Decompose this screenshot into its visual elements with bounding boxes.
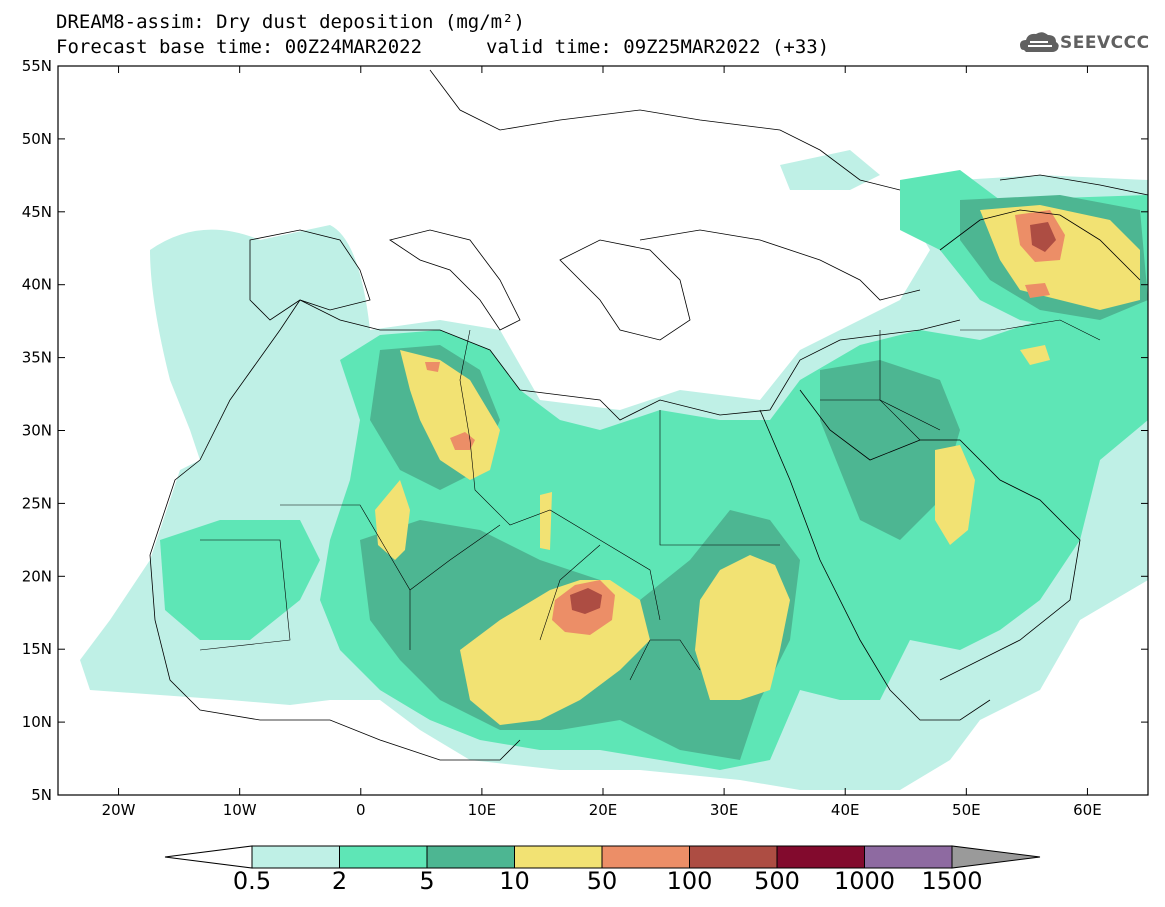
coastlines-borders: [149, 69, 1148, 761]
lon-tick-label: 60E: [1073, 801, 1102, 819]
colorbar-label: 1000: [833, 867, 896, 895]
lon-tick-label: 40E: [831, 801, 860, 819]
map-title: DREAM8-assim: Dry dust deposition (mg/m²…: [56, 11, 525, 33]
lat-tick-label: 50N: [22, 130, 52, 148]
lat-tick-label: 10N: [22, 713, 52, 731]
colorbar-segment: [514, 845, 603, 869]
lat-tick-labels: 55N 50N 45N 40N 35N 30N 25N 20N 15N 10N 5N: [22, 57, 52, 804]
colorbar-label: 100: [666, 867, 713, 895]
colorbar-label: 5: [419, 867, 435, 895]
lat-tick-label: 25N: [22, 494, 52, 512]
colorbar-segment: [251, 845, 340, 869]
colorbar-label: 1500: [921, 867, 983, 895]
seevccc-cloud-icon: [1020, 32, 1059, 52]
lat-tick-label: 55N: [22, 57, 52, 75]
lat-tick-label: 40N: [22, 276, 52, 294]
colorbar-under-arrow: [164, 845, 253, 869]
colorbar-segment: [776, 845, 865, 869]
lon-tick-label: 10E: [468, 801, 497, 819]
lon-tick-label: 20E: [589, 801, 618, 819]
colorbar: [164, 845, 1041, 869]
seevccc-logo-text: SEEVCCC: [1060, 33, 1150, 53]
colorbar-label: 50: [586, 867, 618, 895]
colorbar-segment: [339, 845, 428, 869]
lon-tick-labels: 20W 10W 0 10E 20E 30E 40E 50E 60E: [102, 801, 1102, 819]
deposition-field: [80, 150, 1148, 790]
axis-ticks: [58, 65, 1148, 796]
colorbar-segment: [601, 845, 690, 869]
valid-time: valid time: 09Z25MAR2022 (+33): [486, 36, 830, 58]
colorbar-segment: [426, 845, 515, 869]
lon-tick-label: 30E: [710, 801, 739, 819]
lat-tick-label: 30N: [22, 422, 52, 440]
colorbar-label: 10: [499, 867, 530, 895]
lat-tick-label: 5N: [31, 786, 52, 804]
colorbar-label: 2: [331, 867, 348, 895]
lat-tick-label: 45N: [22, 203, 52, 221]
colorbar-label: 500: [754, 867, 800, 895]
colorbar-segment: [864, 845, 953, 869]
lat-tick-label: 35N: [22, 349, 52, 367]
colorbar-segment: [689, 845, 778, 869]
lat-tick-label: 20N: [22, 567, 52, 585]
colorbar-over-arrow: [951, 845, 1041, 869]
lon-tick-label: 50E: [952, 801, 981, 819]
lon-tick-label: 20W: [102, 801, 136, 819]
forecast-base-time: Forecast base time: 00Z24MAR2022: [56, 36, 423, 58]
lon-tick-label: 10W: [223, 801, 257, 819]
colorbar-label: 0.5: [232, 867, 272, 895]
lon-tick-label: 0: [356, 801, 366, 819]
lat-tick-label: 15N: [22, 640, 52, 658]
